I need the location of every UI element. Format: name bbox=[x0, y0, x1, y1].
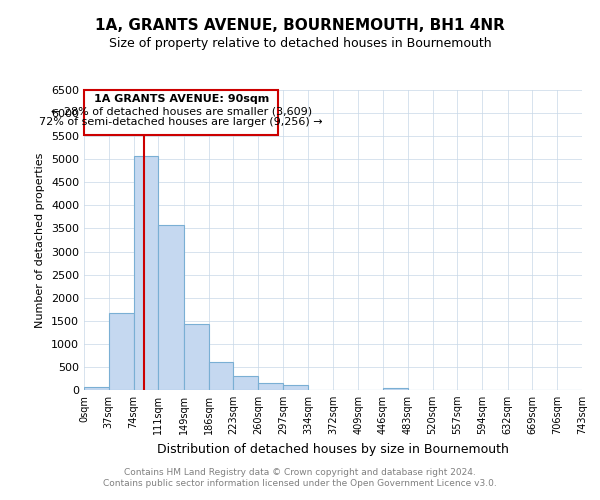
Bar bbox=[283, 385, 308, 390]
Bar bbox=[233, 376, 258, 390]
Bar bbox=[134, 156, 158, 390]
Text: Size of property relative to detached houses in Bournemouth: Size of property relative to detached ho… bbox=[109, 38, 491, 51]
Text: 1A GRANTS AVENUE: 90sqm: 1A GRANTS AVENUE: 90sqm bbox=[94, 94, 269, 104]
Bar bbox=[184, 324, 209, 390]
Bar bbox=[258, 383, 283, 390]
FancyBboxPatch shape bbox=[84, 90, 278, 135]
Text: 72% of semi-detached houses are larger (9,256) →: 72% of semi-detached houses are larger (… bbox=[40, 117, 323, 127]
Bar bbox=[84, 386, 109, 390]
Text: 1A, GRANTS AVENUE, BOURNEMOUTH, BH1 4NR: 1A, GRANTS AVENUE, BOURNEMOUTH, BH1 4NR bbox=[95, 18, 505, 32]
Bar bbox=[209, 362, 233, 390]
Bar bbox=[109, 314, 134, 390]
Y-axis label: Number of detached properties: Number of detached properties bbox=[35, 152, 46, 328]
X-axis label: Distribution of detached houses by size in Bournemouth: Distribution of detached houses by size … bbox=[157, 442, 509, 456]
Bar bbox=[158, 225, 184, 390]
Text: Contains HM Land Registry data © Crown copyright and database right 2024.
Contai: Contains HM Land Registry data © Crown c… bbox=[103, 468, 497, 487]
Text: ← 28% of detached houses are smaller (3,609): ← 28% of detached houses are smaller (3,… bbox=[50, 106, 312, 117]
Bar bbox=[383, 388, 408, 390]
